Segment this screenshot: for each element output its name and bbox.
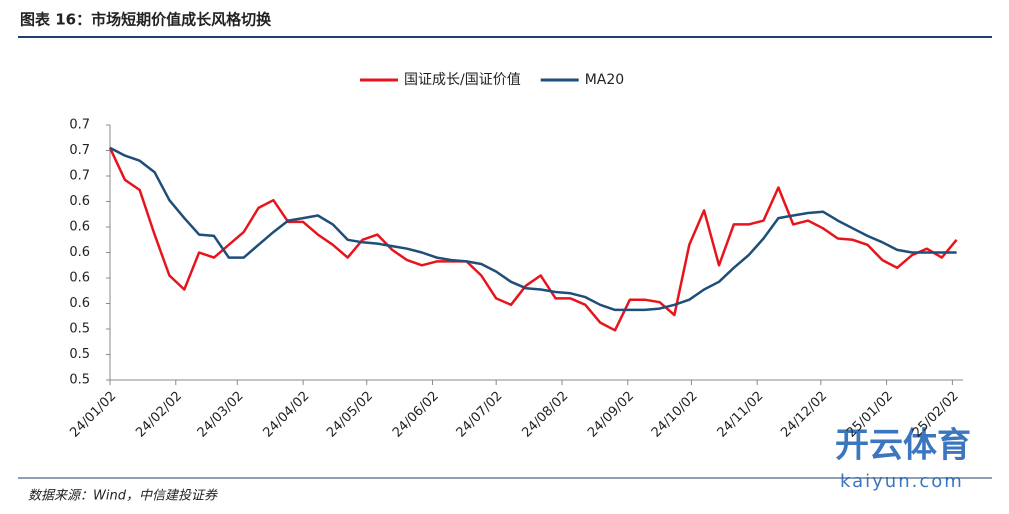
- y-tick-label: 0.7: [69, 143, 90, 158]
- x-tick-label: 24/03/02: [195, 389, 247, 441]
- y-tick-label: 0.5: [69, 347, 90, 362]
- y-tick-label: 0.6: [69, 194, 90, 209]
- x-tick-label: 24/10/02: [649, 389, 701, 441]
- x-tick-label: 24/11/02: [715, 389, 767, 441]
- y-tick-label: 0.6: [69, 271, 90, 286]
- legend-label: MA20: [585, 72, 624, 88]
- watermark-site: kaiyun.com: [840, 471, 964, 492]
- y-tick-label: 0.6: [69, 296, 90, 311]
- y-tick-label: 0.6: [69, 220, 90, 235]
- x-tick-label: 24/02/02: [133, 389, 185, 441]
- y-tick-label: 0.5: [69, 322, 90, 337]
- title: 图表 16：市场短期价值成长风格切换: [20, 11, 272, 29]
- x-tick-label: 24/09/02: [585, 389, 637, 441]
- source: 数据来源：Wind，中信建投证券: [28, 489, 218, 504]
- legend-label: 国证成长/国证价值: [404, 72, 521, 88]
- x-tick-label: 24/05/02: [324, 389, 376, 441]
- x-tick-label: 24/07/02: [454, 389, 506, 441]
- x-tick-label: 24/08/02: [519, 389, 571, 441]
- watermark: 开云体育: [835, 426, 971, 466]
- x-tick-label: 24/01/02: [67, 389, 119, 441]
- series-line: [108, 147, 958, 332]
- y-tick-label: 0.6: [69, 245, 90, 260]
- y-tick-label: 0.7: [69, 118, 90, 133]
- x-tick-label: 24/12/02: [778, 389, 830, 441]
- y-tick-label: 0.7: [69, 169, 90, 184]
- x-tick-label: 24/04/02: [261, 389, 313, 441]
- y-tick-label: 0.5: [69, 373, 90, 388]
- series-line: [109, 146, 957, 312]
- x-tick-label: 24/06/02: [390, 389, 442, 441]
